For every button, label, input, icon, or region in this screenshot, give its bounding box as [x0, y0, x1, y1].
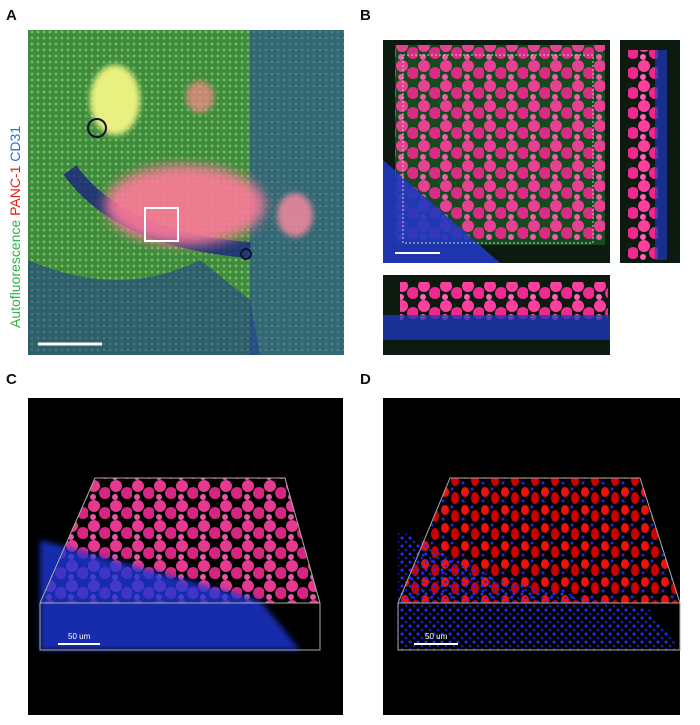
image-b — [383, 40, 680, 355]
image-a — [28, 30, 344, 355]
scale-bar-label: 50 um — [425, 632, 448, 641]
channel-label: CD31 — [7, 126, 23, 162]
panel-label: B — [360, 7, 371, 24]
channel-legend: Autofluorescence PANC-1 CD31 — [7, 126, 23, 328]
image-c: 50 um — [28, 398, 343, 715]
channel-label: PANC-1 — [7, 165, 23, 216]
panel-label: A — [6, 7, 17, 24]
scale-bar-label: 50 um — [68, 632, 91, 641]
image-d: 50 um — [383, 398, 681, 715]
panel-label: C — [6, 371, 17, 388]
panel-label: D — [360, 371, 371, 388]
channel-label: Autofluorescence — [7, 220, 23, 328]
